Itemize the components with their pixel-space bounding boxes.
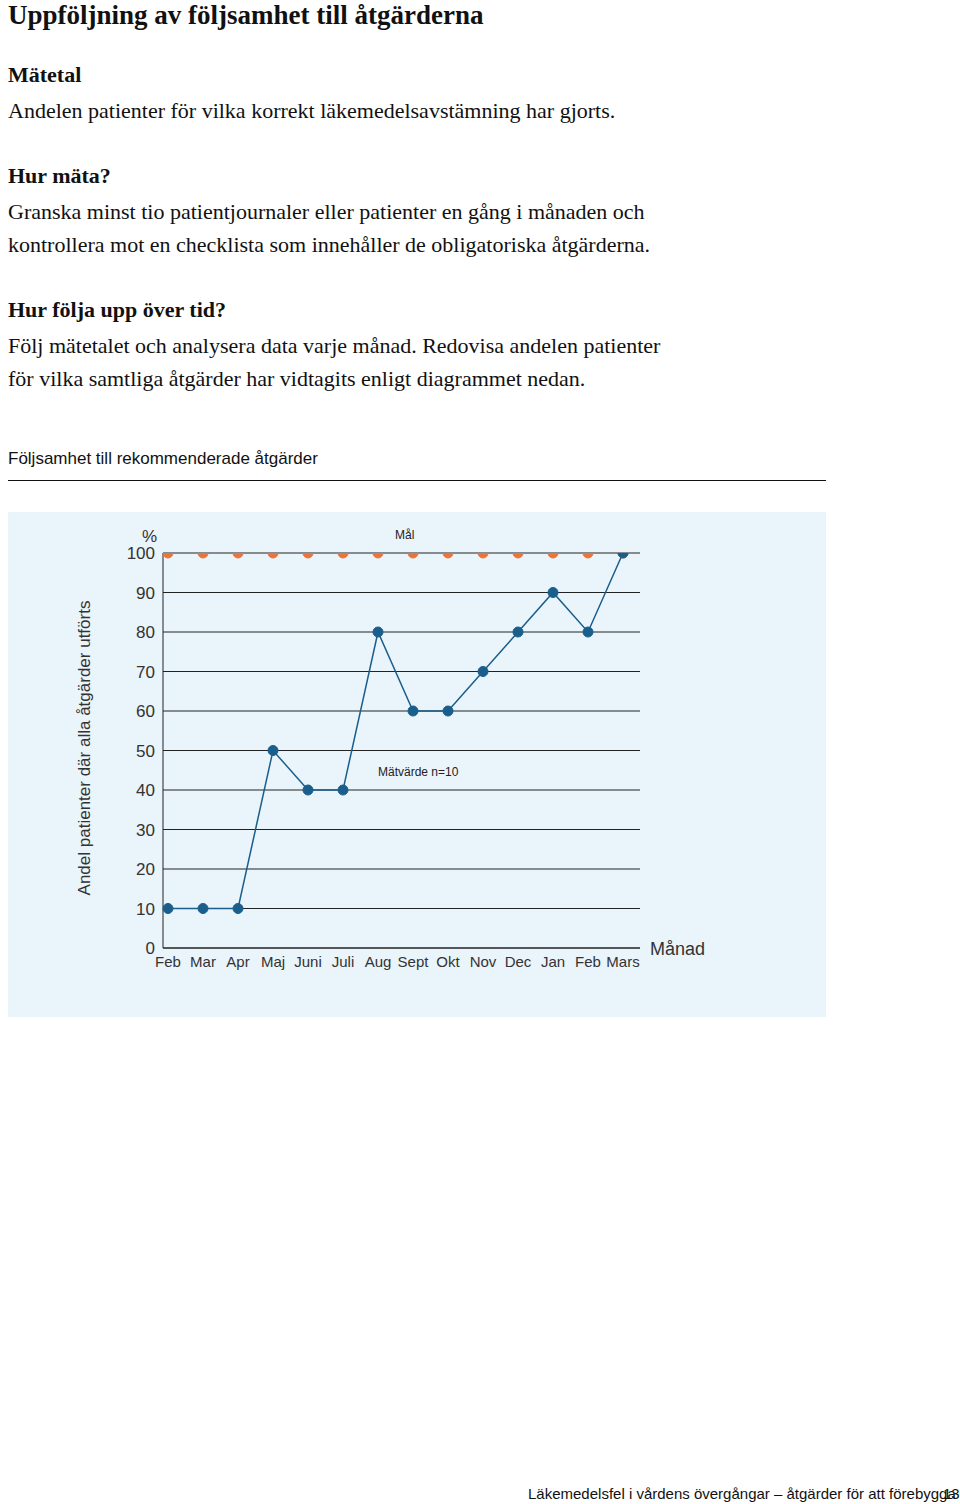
svg-text:20: 20	[136, 860, 155, 879]
svg-text:50: 50	[136, 742, 155, 761]
html-text:Månad: Månad	[650, 939, 705, 959]
svg-text:Aug: Aug	[365, 953, 392, 970]
svg-text:Okt: Okt	[436, 953, 460, 970]
html-text:Hur följa upp över tid?: Hur följa upp över tid?	[8, 297, 226, 322]
svg-text:Dec: Dec	[505, 953, 532, 970]
svg-text:Juni: Juni	[294, 953, 322, 970]
html-text:Uppföljning av följsamhet till: Uppföljning av följsamhet till åtgärdern…	[8, 0, 484, 30]
html-text:Mätetal: Mätetal	[8, 62, 82, 87]
svg-text:100: 100	[127, 544, 155, 563]
svg-text:Juli: Juli	[332, 953, 355, 970]
svg-text:40: 40	[136, 781, 155, 800]
html-text:Läkemedelsfel i vårdens övergå: Läkemedelsfel i vårdens övergångar – åtg…	[528, 1485, 956, 1502]
html-text:kontrollera mot en checklista: kontrollera mot en checklista som innehå…	[8, 232, 651, 257]
html-text:Mätvärde n=10: Mätvärde n=10	[378, 765, 459, 779]
svg-text:Maj: Maj	[261, 953, 285, 970]
svg-text:Feb: Feb	[575, 953, 601, 970]
svg-text:30: 30	[136, 821, 155, 840]
html-text:Följsamhet till rekommenderade: Följsamhet till rekommenderade åtgärder	[8, 449, 318, 468]
svg-text:60: 60	[136, 702, 155, 721]
html-text:13: 13	[943, 1485, 960, 1502]
html-text:Andel patienter där alla åtgär: Andel patienter där alla åtgärder utfört…	[75, 600, 94, 896]
svg-text:0: 0	[146, 939, 155, 958]
html-text:Följ mätetalet och analysera d: Följ mätetalet och analysera data varje …	[8, 333, 661, 358]
html-text:Granska minst tio patientjourn: Granska minst tio patientjournaler eller…	[8, 199, 645, 224]
html-text:Mål: Mål	[395, 528, 415, 542]
svg-text:Apr: Apr	[226, 953, 249, 970]
html-text:Andelen patienter för vilka ko: Andelen patienter för vilka korrekt läke…	[8, 98, 616, 123]
svg-text:90: 90	[136, 584, 155, 603]
svg-text:Nov: Nov	[470, 953, 497, 970]
svg-text:Feb: Feb	[155, 953, 181, 970]
html-text:Hur mäta?: Hur mäta?	[8, 163, 111, 188]
svg-text:Mars: Mars	[606, 953, 639, 970]
svg-text:Jan: Jan	[541, 953, 565, 970]
svg-text:Sept: Sept	[398, 953, 430, 970]
svg-text:70: 70	[136, 663, 155, 682]
svg-text:Mar: Mar	[190, 953, 216, 970]
svg-text:10: 10	[136, 900, 155, 919]
svg-text:80: 80	[136, 623, 155, 642]
html-text:för vilka samtliga åtgärder ha: för vilka samtliga åtgärder har vidtagit…	[8, 366, 586, 391]
